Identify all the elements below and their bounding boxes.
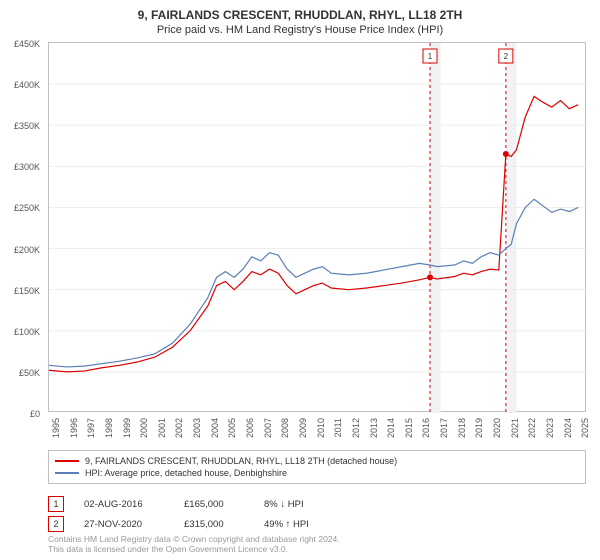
legend-label: 9, FAIRLANDS CRESCENT, RHUDDLAN, RHYL, L…: [85, 456, 397, 466]
y-tick-label: £250K: [14, 203, 40, 213]
sale-marker-row: 2 27-NOV-2020 £315,000 49% ↑ HPI: [48, 514, 344, 534]
x-tick-label: 2019: [474, 418, 484, 438]
x-tick-label: 2017: [439, 418, 449, 438]
y-tick-label: £450K: [14, 39, 40, 49]
x-tick-label: 2011: [333, 418, 343, 437]
footer-attribution: Contains HM Land Registry data © Crown c…: [48, 534, 340, 554]
sale-vs-hpi: 8% ↓ HPI: [264, 499, 344, 510]
y-tick-label: £350K: [14, 121, 40, 131]
plot-svg: 12: [49, 43, 587, 413]
chart-title: 9, FAIRLANDS CRESCENT, RHUDDLAN, RHYL, L…: [0, 0, 600, 22]
x-tick-label: 2015: [404, 418, 414, 438]
chart-subtitle: Price paid vs. HM Land Registry's House …: [0, 22, 600, 42]
x-tick-label: 2001: [157, 418, 167, 438]
legend: 9, FAIRLANDS CRESCENT, RHUDDLAN, RHYL, L…: [48, 450, 586, 484]
x-tick-label: 1998: [104, 418, 114, 438]
x-tick-label: 2025: [580, 418, 590, 438]
y-axis-labels: £0£50K£100K£150K£200K£250K£300K£350K£400…: [0, 44, 44, 414]
plot-area: 12: [48, 42, 586, 412]
x-tick-label: 2009: [298, 418, 308, 438]
sale-marker-table: 1 02-AUG-2016 £165,000 8% ↓ HPI 2 27-NOV-2020…: [48, 494, 344, 534]
y-tick-label: £50K: [19, 368, 40, 378]
footer-line2: This data is licensed under the Open Gov…: [48, 544, 340, 554]
sale-marker-number-box: 1: [48, 496, 64, 512]
x-tick-label: 1996: [69, 418, 79, 438]
y-tick-label: £400K: [14, 80, 40, 90]
chart-container: 9, FAIRLANDS CRESCENT, RHUDDLAN, RHYL, L…: [0, 0, 600, 560]
y-tick-label: £100K: [14, 327, 40, 337]
x-tick-label: 2012: [351, 418, 361, 438]
x-tick-label: 2010: [316, 418, 326, 438]
x-tick-label: 2024: [563, 418, 573, 438]
legend-swatch: [55, 472, 79, 474]
legend-label: HPI: Average price, detached house, Denb…: [85, 468, 287, 478]
svg-text:2: 2: [504, 52, 509, 61]
x-tick-label: 2022: [527, 418, 537, 438]
y-tick-label: £0: [30, 409, 40, 419]
x-tick-label: 2014: [386, 418, 396, 438]
x-tick-label: 2004: [210, 418, 220, 438]
sale-marker-number-box: 2: [48, 516, 64, 532]
x-tick-label: 2005: [227, 418, 237, 438]
x-tick-label: 2007: [263, 418, 273, 438]
x-tick-label: 2002: [174, 418, 184, 438]
x-tick-label: 2018: [457, 418, 467, 438]
legend-swatch: [55, 460, 79, 462]
x-tick-label: 1997: [86, 418, 96, 438]
x-tick-label: 1995: [51, 418, 61, 438]
y-tick-label: £150K: [14, 286, 40, 296]
x-tick-label: 2021: [510, 418, 520, 438]
sale-price: £315,000: [184, 519, 244, 530]
x-tick-label: 2020: [492, 418, 502, 438]
y-tick-label: £300K: [14, 162, 40, 172]
sale-date: 27-NOV-2020: [84, 519, 164, 530]
x-tick-label: 2006: [245, 418, 255, 438]
legend-item: 9, FAIRLANDS CRESCENT, RHUDDLAN, RHYL, L…: [55, 455, 579, 467]
x-tick-label: 1999: [122, 418, 132, 438]
legend-item: HPI: Average price, detached house, Denb…: [55, 467, 579, 479]
x-tick-label: 2003: [192, 418, 202, 438]
x-tick-label: 2023: [545, 418, 555, 438]
footer-line1: Contains HM Land Registry data © Crown c…: [48, 534, 340, 544]
y-tick-label: £200K: [14, 245, 40, 255]
sale-vs-hpi: 49% ↑ HPI: [264, 519, 344, 530]
sale-marker-row: 1 02-AUG-2016 £165,000 8% ↓ HPI: [48, 494, 344, 514]
x-tick-label: 2008: [280, 418, 290, 438]
x-tick-label: 2013: [369, 418, 379, 438]
sale-price: £165,000: [184, 499, 244, 510]
svg-text:1: 1: [428, 52, 433, 61]
x-axis-labels: 1995 1996 1997 1998 1999 2000 2001 2002 2003 2004…: [48, 418, 586, 448]
x-tick-label: 2016: [421, 418, 431, 438]
x-tick-label: 2000: [139, 418, 149, 438]
sale-date: 02-AUG-2016: [84, 499, 164, 510]
